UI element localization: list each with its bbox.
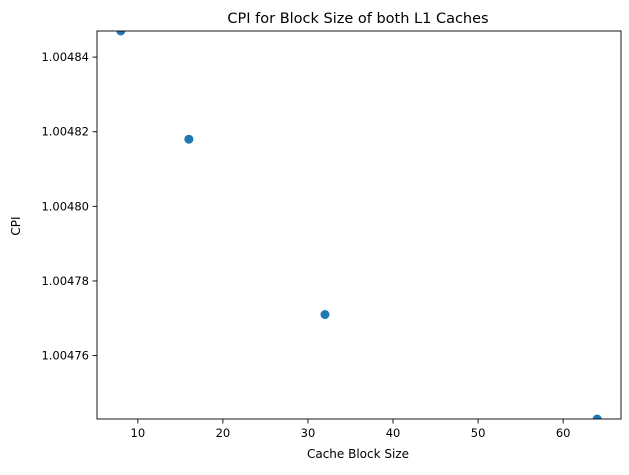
data-point <box>116 31 126 36</box>
x-tick-label: 40 <box>386 426 401 440</box>
data-point <box>184 134 194 144</box>
y-tick-label: 1.00484 <box>41 50 89 64</box>
x-tick-label: 60 <box>556 426 571 440</box>
y-axis-label: CPI <box>9 216 23 235</box>
y-tick-label: 1.00482 <box>41 125 89 139</box>
x-tick-label: 20 <box>216 426 231 440</box>
data-markers <box>116 31 602 419</box>
x-axis-label: Cache Block Size <box>307 447 409 461</box>
x-tick-label: 30 <box>301 426 316 440</box>
x-tick-label: 50 <box>471 426 486 440</box>
x-tick-label: 10 <box>131 426 146 440</box>
plot-area: 10 20 30 40 50 60 1.00476 1.00478 1.00480 1.00482… <box>41 30 622 440</box>
data-point <box>320 310 330 320</box>
chart-title: CPI for Block Size of both L1 Caches <box>227 11 488 27</box>
y-tick-label: 1.00476 <box>41 349 89 363</box>
data-point <box>592 414 602 419</box>
axes-frame <box>96 30 622 420</box>
y-tick-label: 1.00478 <box>41 274 89 288</box>
y-tick-label: 1.00480 <box>41 199 89 213</box>
